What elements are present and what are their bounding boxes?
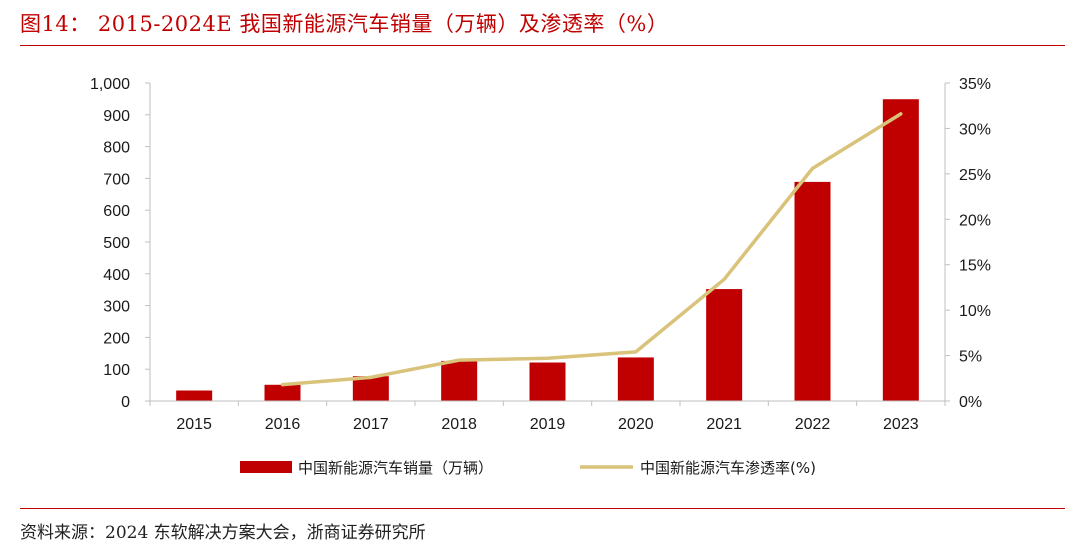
left-tick-label: 500 — [103, 235, 130, 252]
title-divider — [20, 45, 1065, 46]
x-tick-label: 2023 — [883, 416, 919, 433]
left-tick-label: 200 — [103, 330, 130, 347]
x-tick-label: 2017 — [353, 416, 389, 433]
left-tick-label: 800 — [103, 140, 130, 157]
ticks-layer: 0 100 200 300 400 500 600 700 800 900 1,000 0% 5% 10%… — [90, 76, 991, 433]
right-tick-label: 5% — [959, 349, 982, 366]
left-tick-label: 300 — [103, 299, 130, 316]
legend-bar-label: 中国新能源汽车销量（万辆） — [298, 459, 493, 477]
x-tick-label: 2018 — [441, 416, 477, 433]
bar-2017 — [352, 376, 389, 401]
x-tick-label: 2020 — [618, 416, 654, 433]
left-tick-label: 100 — [103, 362, 130, 379]
x-tick-label: 2019 — [530, 416, 566, 433]
right-tick-label: 25% — [959, 167, 991, 184]
bar-2022 — [794, 181, 831, 401]
right-tick-label: 35% — [959, 76, 991, 93]
right-tick-label: 30% — [959, 121, 991, 138]
bar-2019 — [529, 362, 566, 401]
source-note: 资料来源：2024 东软解决方案大会，浙商证券研究所 — [20, 523, 426, 543]
bar-2023 — [882, 99, 919, 401]
left-tick-label: 0 — [121, 394, 130, 411]
left-tick-label: 600 — [103, 203, 130, 220]
x-tick-label: 2015 — [176, 416, 212, 433]
penetration-line — [280, 112, 903, 387]
right-tick-label: 0% — [959, 394, 982, 411]
right-tick-label: 15% — [959, 258, 991, 275]
bar-2021 — [706, 289, 743, 401]
legend: 中国新能源汽车销量（万辆） 中国新能源汽车渗透率(%) — [240, 459, 816, 477]
x-tick-label: 2016 — [265, 416, 301, 433]
axes-layer — [145, 82, 950, 406]
bars-layer — [176, 99, 919, 401]
footer-divider — [20, 508, 1065, 509]
line-layer — [280, 112, 903, 387]
left-tick-label: 700 — [103, 171, 130, 188]
bar-2018 — [441, 360, 478, 401]
x-tick-label: 2022 — [795, 416, 831, 433]
left-tick-label: 1,000 — [90, 76, 130, 93]
combo-chart: 0 100 200 300 400 500 600 700 800 900 1,000 0% 5% 10%… — [90, 76, 991, 477]
x-tick-label: 2021 — [706, 416, 742, 433]
bar-2016 — [264, 384, 301, 401]
legend-bar-swatch — [240, 461, 292, 473]
left-tick-label: 400 — [103, 267, 130, 284]
bar-2020 — [617, 357, 654, 401]
right-tick-label: 10% — [959, 303, 991, 320]
bar-2015 — [176, 390, 213, 401]
legend-line-label: 中国新能源汽车渗透率(%) — [640, 459, 816, 477]
left-tick-label: 900 — [103, 108, 130, 125]
right-tick-label: 20% — [959, 212, 991, 229]
figure-title: 图14： 2015-2024E 我国新能源汽车销量（万辆）及渗透率（%） — [20, 12, 669, 36]
